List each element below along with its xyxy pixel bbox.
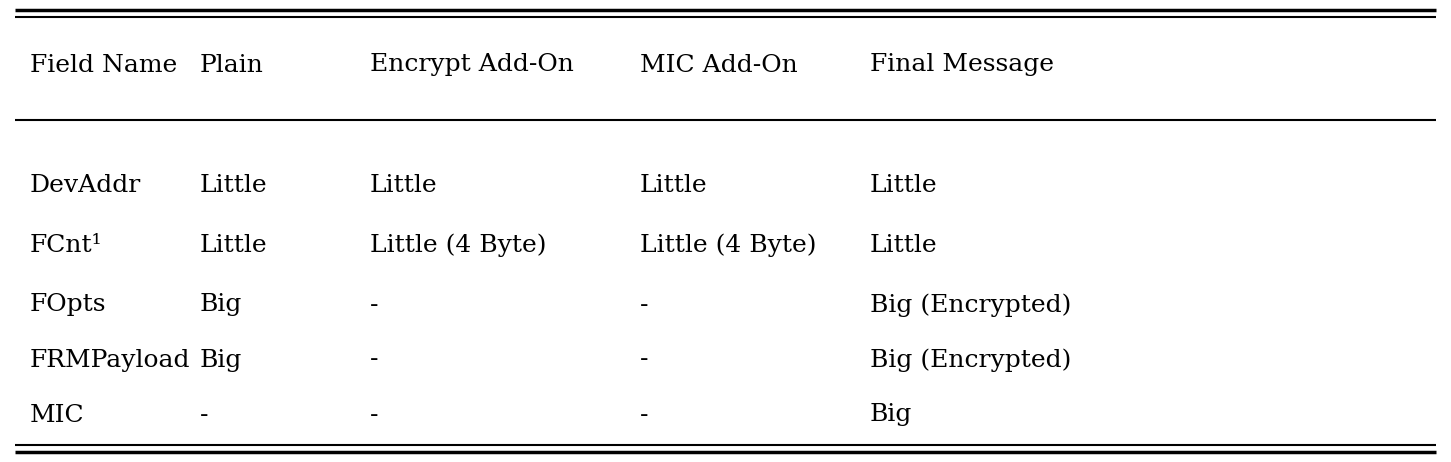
Text: -: - <box>640 403 649 426</box>
Text: Final Message: Final Message <box>871 54 1053 77</box>
Text: MIC: MIC <box>30 403 84 426</box>
Text: DevAddr: DevAddr <box>30 174 141 196</box>
Text: -: - <box>370 293 379 316</box>
Text: FRMPayload: FRMPayload <box>30 348 190 371</box>
Text: Field Name: Field Name <box>30 54 177 77</box>
Text: Plain: Plain <box>200 54 264 77</box>
Text: Little: Little <box>200 174 267 196</box>
Text: Big: Big <box>871 403 913 426</box>
Text: FCnt¹: FCnt¹ <box>30 233 103 256</box>
Text: Big: Big <box>200 348 242 371</box>
Text: Encrypt Add-On: Encrypt Add-On <box>370 54 575 77</box>
Text: MIC Add-On: MIC Add-On <box>640 54 798 77</box>
Text: -: - <box>370 348 379 371</box>
Text: Little: Little <box>871 174 937 196</box>
Text: Big (Encrypted): Big (Encrypted) <box>871 293 1071 317</box>
Text: -: - <box>370 403 379 426</box>
Text: Little (4 Byte): Little (4 Byte) <box>370 233 547 257</box>
Text: Little (4 Byte): Little (4 Byte) <box>640 233 817 257</box>
Text: -: - <box>640 293 649 316</box>
Text: Little: Little <box>370 174 438 196</box>
Text: Little: Little <box>871 233 937 256</box>
Text: Big: Big <box>200 293 242 316</box>
Text: Little: Little <box>640 174 708 196</box>
Text: Little: Little <box>200 233 267 256</box>
Text: Big (Encrypted): Big (Encrypted) <box>871 348 1071 372</box>
Text: FOpts: FOpts <box>30 293 106 316</box>
Text: -: - <box>200 403 209 426</box>
Text: -: - <box>640 348 649 371</box>
